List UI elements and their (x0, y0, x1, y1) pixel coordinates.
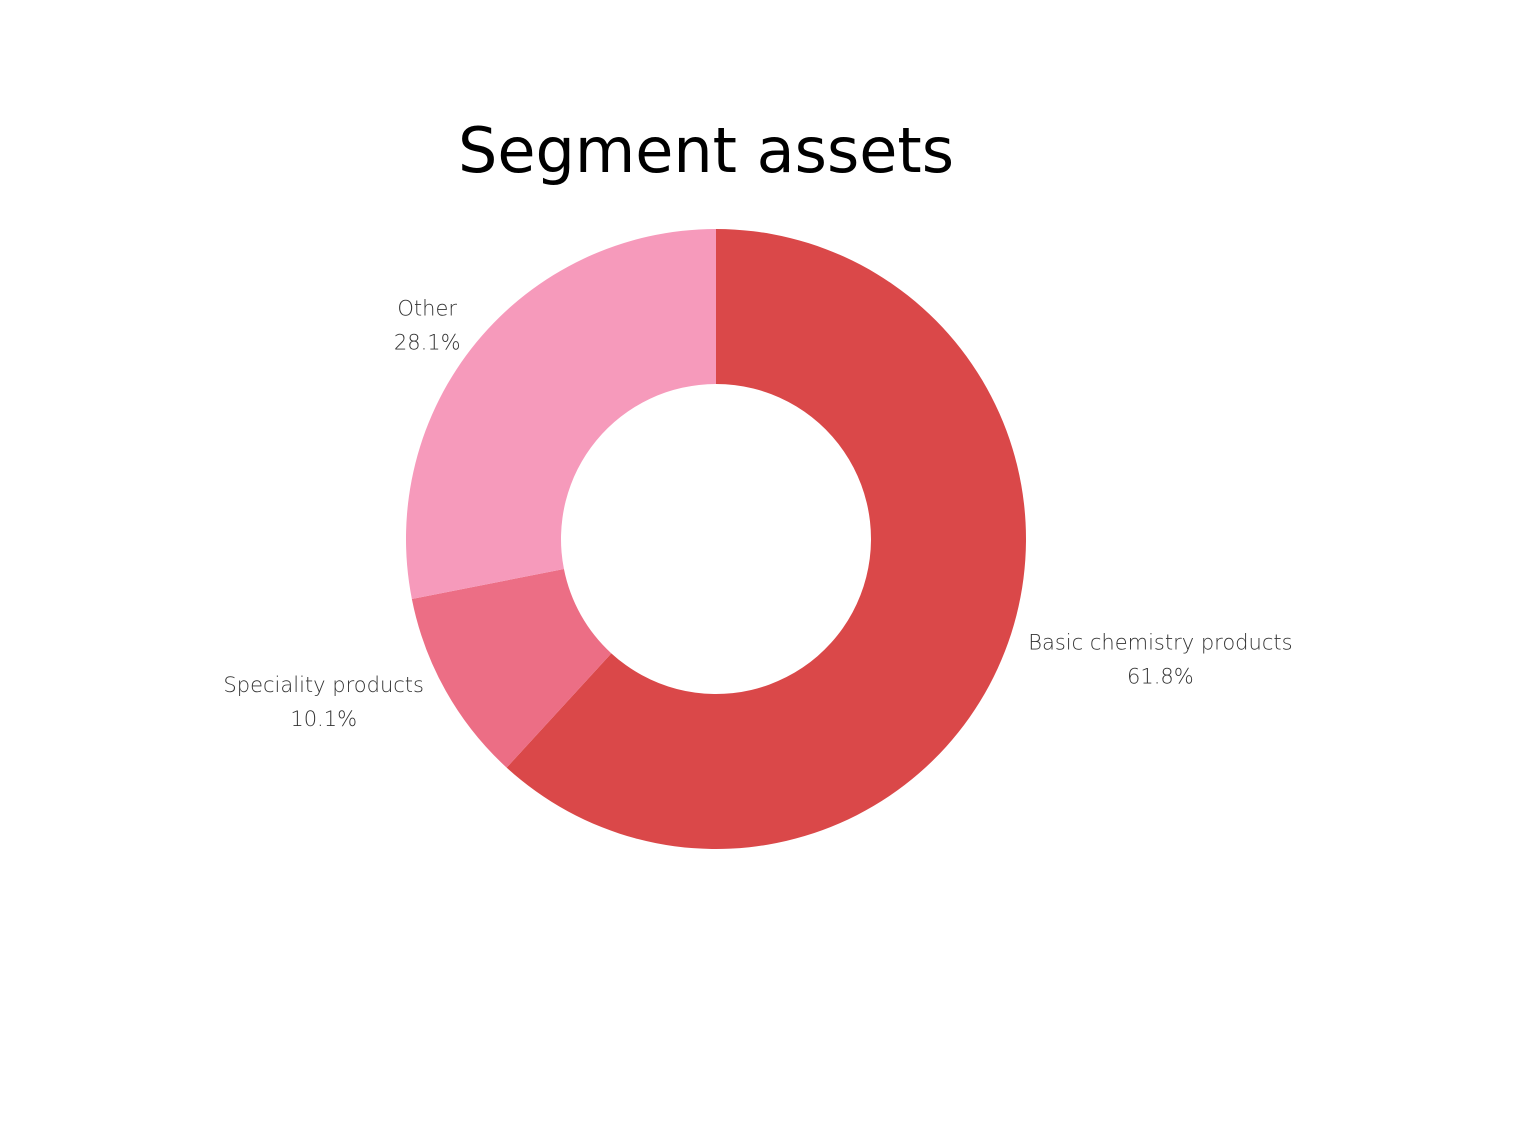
value-label: 61.8% (1127, 664, 1194, 688)
slice (411, 569, 612, 768)
slice-label: Speciality products (223, 673, 424, 697)
slice (406, 228, 716, 600)
slice-label: Other (397, 296, 457, 320)
value-label: 10.1% (290, 707, 357, 731)
value-label: 28.1% (394, 330, 461, 354)
slice (506, 229, 1027, 849)
slice-label: Basic chemistry products (1028, 630, 1292, 654)
chart-title: Segment assets (458, 114, 954, 187)
